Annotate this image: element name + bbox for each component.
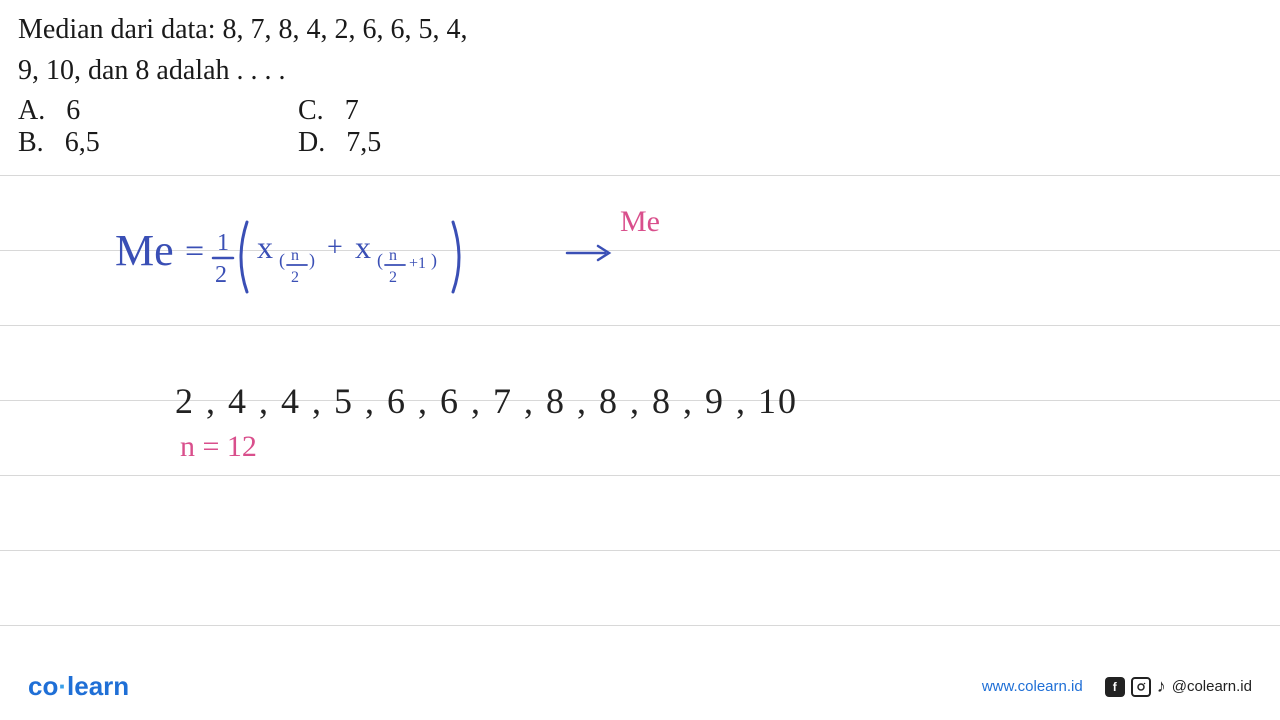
problem-text: Median dari data: 8, 7, 8, 4, 2, 6, 6, 5… [18,10,467,91]
problem-line2: 9, 10, dan 8 adalah . . . . [18,51,467,92]
svg-text:): ) [309,250,315,271]
svg-text:n: n [291,247,299,264]
svg-text:+1: +1 [409,255,426,272]
me-result-label: Me [620,205,660,239]
footer-right: www.colearn.id f ♪ @colearn.id [982,676,1252,697]
social-handle: @colearn.id [1172,678,1252,695]
svg-text:(: ( [377,250,383,271]
facebook-icon: f [1105,677,1125,697]
svg-text:x: x [257,229,273,265]
option-a: A. 6 [18,95,298,127]
svg-text:1: 1 [217,230,229,256]
svg-text:=: = [185,233,204,270]
svg-text:2: 2 [389,269,397,286]
svg-text:(: ( [279,250,285,271]
social-links: f ♪ @colearn.id [1105,676,1252,697]
colearn-logo: co·learn [28,671,129,702]
option-d: D. 7,5 [298,127,578,159]
median-formula-handwriting: Me = 1 2 x ( n 2 ) + x ( n 2 +1 ) [115,210,575,305]
ruled-line [0,475,1280,476]
answer-options: A. 6 C. 7 B. 6,5 D. 7,5 [18,95,578,159]
svg-text:Me: Me [115,226,174,275]
arrow-icon [565,238,615,272]
footer: co·learn www.colearn.id f ♪ @colearn.id [0,671,1280,702]
svg-text:+: + [327,232,343,263]
problem-line1: Median dari data: 8, 7, 8, 4, 2, 6, 6, 5… [18,10,467,51]
sorted-data-handwriting: 2 , 4 , 4 , 5 , 6 , 6 , 7 , 8 , 8 , 8 , … [175,380,798,422]
svg-text:2: 2 [291,269,299,286]
svg-text:n: n [389,247,397,264]
ruled-line [0,625,1280,626]
ruled-line [0,325,1280,326]
instagram-icon [1131,677,1151,697]
tiktok-icon: ♪ [1157,676,1166,697]
option-c: C. 7 [298,95,578,127]
svg-text:): ) [431,250,437,271]
option-b: B. 6,5 [18,127,298,159]
ruled-line [0,175,1280,176]
svg-text:x: x [355,229,371,265]
ruled-line [0,550,1280,551]
footer-url: www.colearn.id [982,678,1083,695]
svg-text:2: 2 [215,262,227,288]
n-count-handwriting: n = 12 [180,430,257,464]
